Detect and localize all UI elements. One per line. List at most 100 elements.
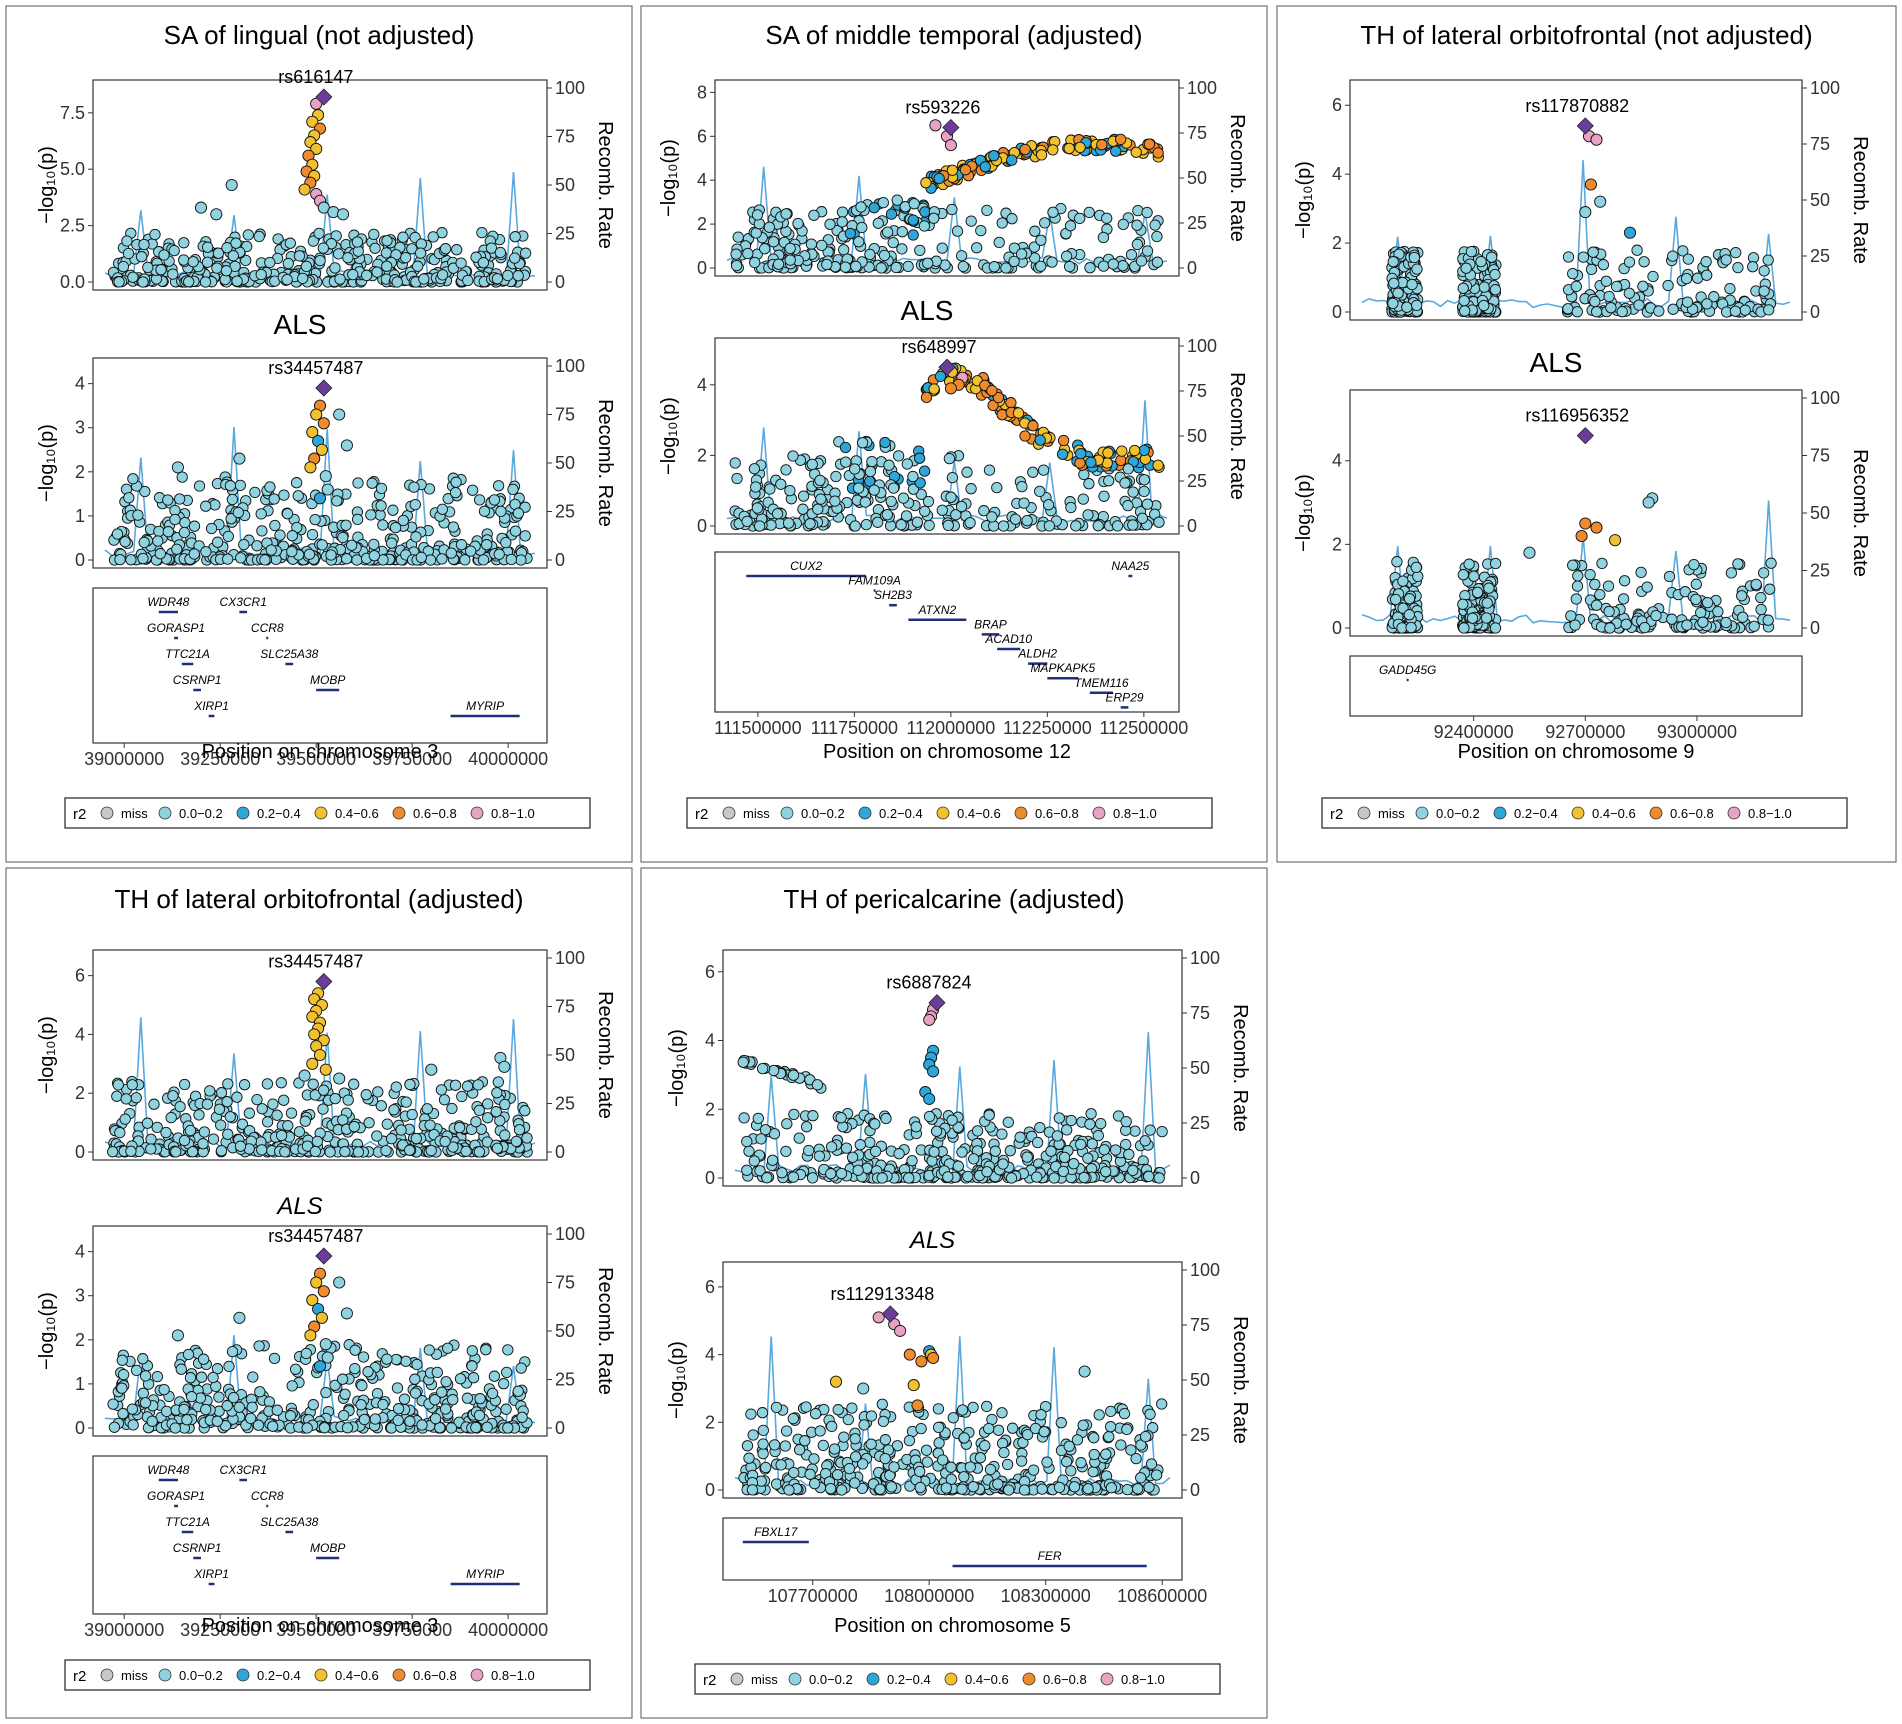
snp-point <box>309 513 321 526</box>
y2-tick-label: 50 <box>1190 1058 1210 1078</box>
y2-tick-label: 100 <box>555 78 585 98</box>
snp-point-high <box>306 1057 319 1070</box>
snp-point <box>336 1373 349 1385</box>
snp-point <box>1068 1158 1080 1170</box>
snp-point <box>230 237 242 249</box>
snp-point <box>757 1438 769 1450</box>
snp-point <box>1463 558 1475 570</box>
x-axis-label: Position on chromosome 3 <box>202 1615 439 1637</box>
snp-point <box>135 251 148 263</box>
snp-point <box>211 262 223 274</box>
snp-point <box>490 1106 502 1118</box>
snp-point <box>1732 261 1744 274</box>
snp-point <box>111 1090 123 1102</box>
snp-point <box>137 1353 149 1365</box>
snp-point <box>914 244 926 257</box>
snp-point <box>184 1124 197 1137</box>
y2-tick-label: 100 <box>555 948 585 968</box>
y2-axis-label: Recomb. Rate <box>594 1267 616 1395</box>
snp-point <box>748 463 761 475</box>
snp-point <box>491 1087 503 1099</box>
snp-point <box>910 1121 922 1133</box>
snp-point <box>509 231 521 243</box>
snp-point <box>449 486 462 499</box>
snp-point <box>880 1112 892 1125</box>
snp-point <box>224 1111 236 1123</box>
y-tick-label: 6 <box>75 966 85 986</box>
snp-point <box>507 483 519 496</box>
y2-tick-label: 75 <box>1190 1315 1210 1335</box>
snp-point <box>1131 219 1143 231</box>
snp-point <box>146 1415 158 1427</box>
y2-tick-label: 0 <box>555 272 565 292</box>
snp-point <box>227 250 239 262</box>
snp-point <box>279 1146 291 1158</box>
snp-point <box>1115 454 1127 467</box>
snp-point <box>1633 299 1645 311</box>
snp-point-high <box>225 178 238 192</box>
snp-point <box>306 528 319 541</box>
snp-point <box>220 265 233 277</box>
y-tick-label: 0 <box>75 1418 85 1438</box>
snp-point <box>492 480 505 492</box>
panel-title: TH of pericalcarine (adjusted) <box>783 884 1124 914</box>
panel-frame <box>640 5 1268 863</box>
snp-point-high <box>1575 529 1588 543</box>
snp-point <box>264 256 276 269</box>
snp-point <box>424 1119 436 1131</box>
snp-point <box>920 1444 933 1456</box>
y2-tick-label: 25 <box>555 1094 575 1114</box>
snp-point <box>881 509 893 521</box>
snp-point <box>1763 304 1775 316</box>
snp-point <box>1014 1131 1026 1143</box>
snp-point <box>1489 268 1501 281</box>
x-tick-label: 108300000 <box>1001 1586 1091 1606</box>
snp-point <box>406 1108 418 1121</box>
snp-point <box>755 1133 767 1145</box>
gene-label: XIRP1 <box>193 699 229 713</box>
snp-point <box>974 1452 987 1464</box>
snp-point <box>731 472 743 485</box>
snp-point <box>339 1146 351 1158</box>
snp-point <box>1729 305 1742 317</box>
snp-point <box>193 480 206 492</box>
snp-point <box>112 1079 124 1091</box>
snp-point <box>254 1386 266 1398</box>
snp-point <box>271 1404 283 1416</box>
snp-point-high <box>927 1065 940 1078</box>
y2-tick-label: 75 <box>1810 446 1830 466</box>
snp-point <box>875 262 887 274</box>
snp-point <box>185 1391 198 1403</box>
snp-point <box>1075 447 1087 460</box>
snp-point <box>1736 590 1748 602</box>
snp-point <box>828 1443 841 1455</box>
y2-tick-label: 75 <box>1187 381 1207 401</box>
snp-point <box>198 1126 211 1138</box>
snp-point-high <box>1609 534 1622 547</box>
snp-point <box>741 1164 753 1176</box>
legend: r2 miss 0.0−0.2 0.2−0.4 0.4−0.6 0.6−0.8 0.8−1.… <box>1321 797 1848 829</box>
snp-point <box>389 521 402 534</box>
snp-point <box>309 1145 322 1158</box>
snp-point <box>1701 298 1713 310</box>
y-tick-label: 4 <box>75 374 85 394</box>
snp-point <box>466 1345 478 1357</box>
snp-point <box>149 228 161 241</box>
snp-point <box>1135 1472 1147 1484</box>
snp-point <box>1075 1138 1087 1151</box>
snp-point <box>1603 290 1615 303</box>
x-axis-label: Position on chromosome 12 <box>823 741 1071 763</box>
snp-point <box>1594 588 1606 601</box>
snp-point <box>1121 1423 1133 1436</box>
legend-label: 0.2−0.4 <box>879 806 923 821</box>
snp-point <box>965 483 977 495</box>
snp-point <box>1109 1144 1122 1156</box>
snp-point <box>151 1370 164 1383</box>
snp-point <box>313 227 325 240</box>
legend: r2 miss 0.0−0.2 0.2−0.4 0.4−0.6 0.6−0.8 0.8−1.… <box>694 1663 1221 1695</box>
snp-point <box>876 1172 888 1184</box>
snp-point <box>167 268 179 280</box>
snp-point <box>221 242 233 254</box>
snp-point <box>169 513 181 526</box>
snp-point <box>474 1393 486 1405</box>
